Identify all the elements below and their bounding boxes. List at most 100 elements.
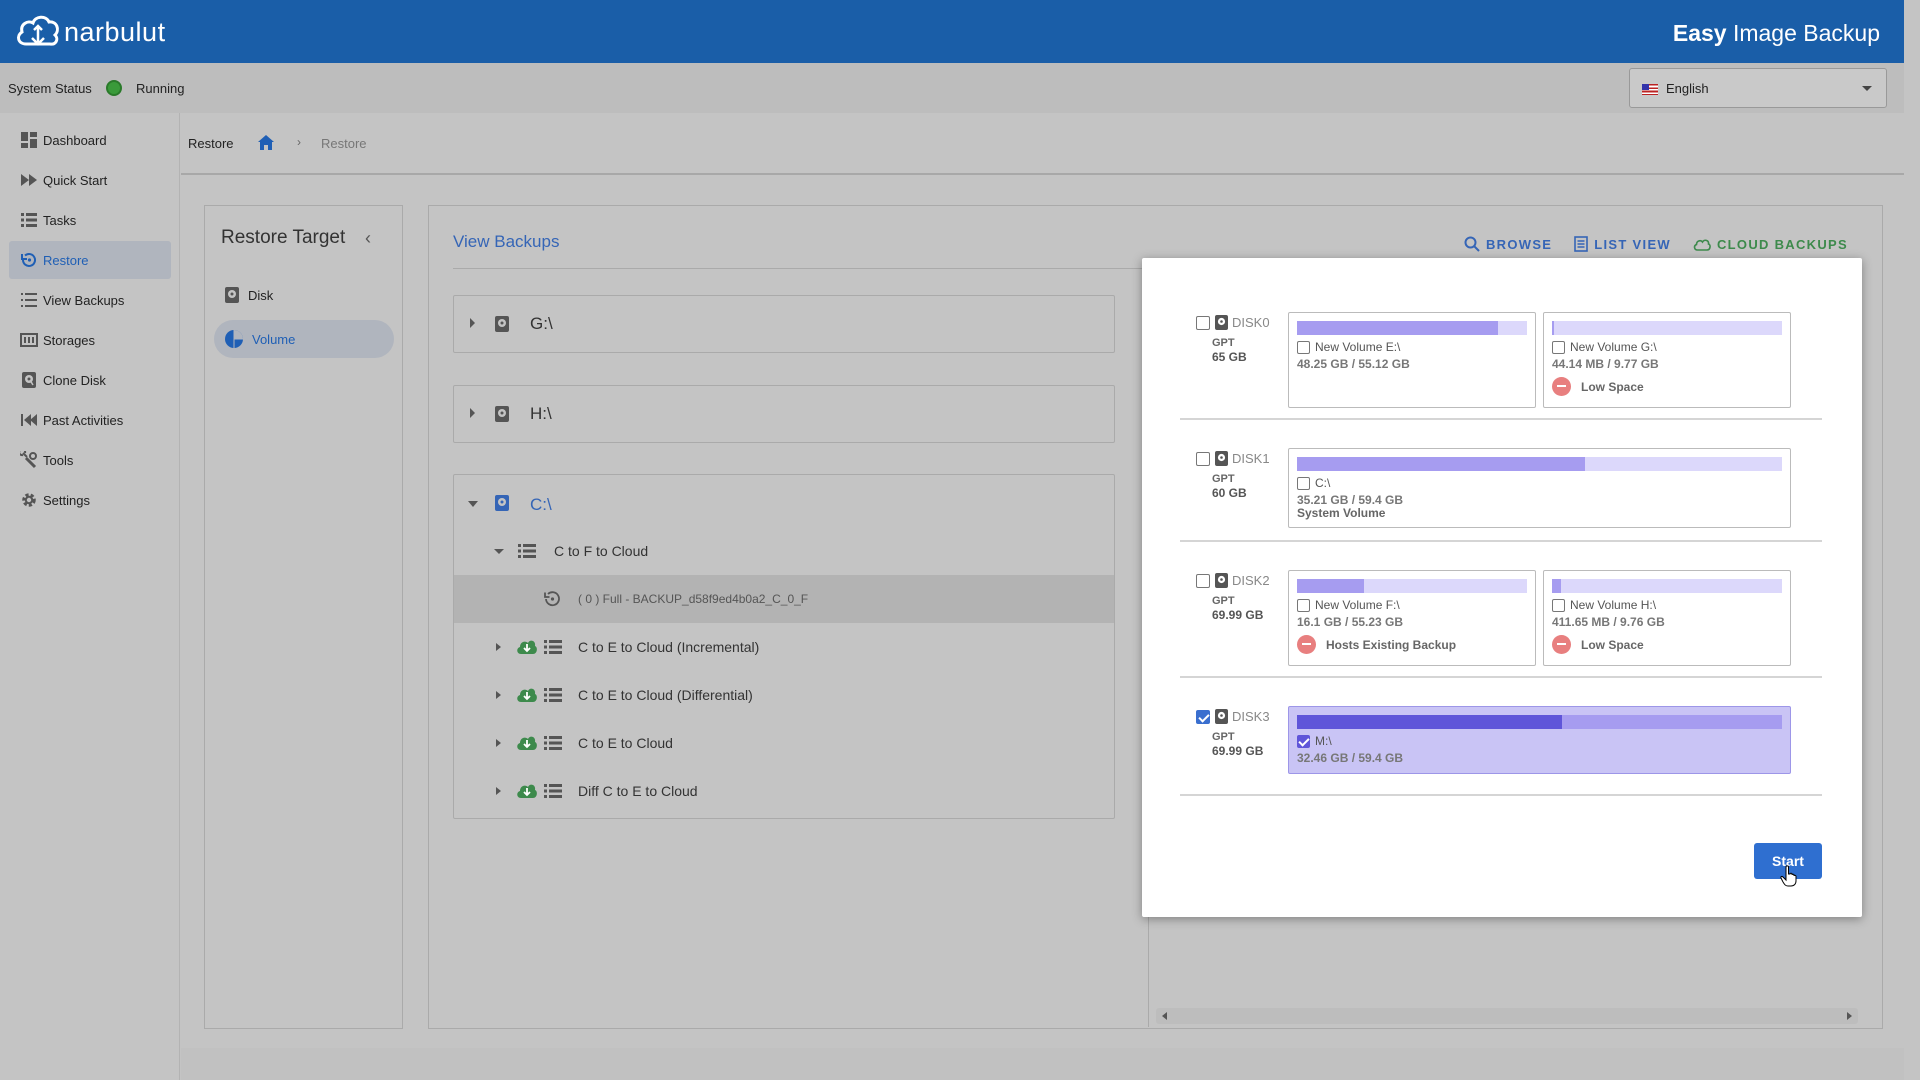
disk-size: 65 GB: [1212, 350, 1247, 364]
restore-icon: [19, 250, 39, 270]
backup-task-row[interactable]: C to E to Cloud (Incremental): [454, 623, 1114, 671]
backup-item-label: ( 0 ) Full - BACKUP_d58f9ed4b0a2_C_0_F: [578, 592, 809, 606]
sidebar-item-view-backups[interactable]: View Backups: [9, 281, 171, 319]
volume-name: H:\: [530, 404, 552, 423]
scroll-left-icon[interactable]: [1162, 1012, 1167, 1020]
sidebar-item-clone-disk[interactable]: Clone Disk: [9, 361, 171, 399]
backup-task-label: C to E to Cloud: [578, 735, 673, 751]
partition-card[interactable]: C:\ 35.21 GB / 59.4 GB System Volume: [1288, 448, 1791, 528]
partition-checkbox[interactable]: [1297, 735, 1310, 748]
app-header: narbulut Easy Image Backup: [0, 0, 1904, 63]
volume-row-g[interactable]: G:\: [453, 295, 1115, 353]
disk-icon: [1214, 572, 1229, 594]
expand-caret-icon[interactable]: [496, 643, 501, 651]
restore-target-volume[interactable]: Volume: [214, 320, 394, 358]
disk-checkbox[interactable]: [1196, 574, 1210, 588]
list-icon: [19, 290, 39, 310]
disk-checkbox[interactable]: [1196, 710, 1210, 724]
cloud-backups-button[interactable]: CLOUD BACKUPS: [1693, 236, 1848, 252]
backup-task-row[interactable]: C to E to Cloud (Differential): [454, 671, 1114, 719]
language-value: English: [1666, 81, 1709, 96]
partition-checkbox[interactable]: [1297, 341, 1310, 354]
disk-checkbox[interactable]: [1196, 452, 1210, 466]
list-icon: [19, 210, 39, 230]
sidebar-item-label: Storages: [43, 332, 96, 348]
backup-group-label: C to F to Cloud: [554, 543, 649, 559]
sidebar-item-storages[interactable]: Storages: [9, 321, 171, 359]
volume-row-c: C:\ C to F to Cloud ( 0 ) Full - BACKUP_…: [453, 474, 1115, 819]
scroll-right-icon[interactable]: [1847, 1012, 1852, 1020]
browse-button[interactable]: BROWSE: [1464, 236, 1552, 252]
sidebar-item-tools[interactable]: Tools: [9, 441, 171, 479]
usage-bar: [1552, 321, 1782, 335]
partition-card[interactable]: New Volume E:\ 48.25 GB / 55.12 GB: [1288, 312, 1536, 408]
status-indicator: [106, 80, 122, 96]
collapse-chevron-left-icon[interactable]: ‹: [365, 228, 371, 248]
fast-forward-icon: [19, 170, 39, 190]
restore-target-disk[interactable]: Disk: [214, 276, 394, 314]
backup-task-label: Diff C to E to Cloud: [578, 783, 698, 799]
partition-usage: 35.21 GB / 59.4 GB: [1297, 493, 1404, 507]
disk-checkbox[interactable]: [1196, 316, 1210, 330]
language-select[interactable]: English: [1629, 68, 1887, 108]
backup-group-row[interactable]: C to F to Cloud: [454, 527, 1114, 575]
list-icon: [544, 640, 562, 657]
cloud-download-icon: [516, 638, 538, 658]
sidebar-item-label: Settings: [43, 492, 90, 508]
us-flag-icon: [1642, 84, 1658, 95]
horizontal-scrollbar[interactable]: [1156, 1008, 1858, 1024]
disk-name: DISK2: [1232, 573, 1270, 588]
sidebar-item-label: View Backups: [43, 292, 125, 308]
disk-icon: [494, 405, 510, 428]
breadcrumb-separator: ›: [297, 135, 301, 149]
disk-row-disk3: DISK3 GPT 69.99 GB M:\ 32.46 GB / 59.4 G…: [1180, 700, 1822, 796]
collapse-caret-icon[interactable]: [468, 501, 478, 507]
expand-caret-icon[interactable]: [470, 318, 475, 328]
partition-checkbox[interactable]: [1297, 477, 1310, 490]
sidebar-item-restore[interactable]: Restore: [9, 241, 171, 279]
partition-usage: 44.14 MB / 9.77 GB: [1552, 357, 1659, 371]
partition-checkbox[interactable]: [1552, 599, 1565, 612]
cloud-download-icon: [516, 734, 538, 754]
partition-checkbox[interactable]: [1552, 341, 1565, 354]
view-backups-title: View Backups: [453, 232, 560, 251]
sidebar-item-dashboard[interactable]: Dashboard: [9, 121, 171, 159]
disk-icon: [1214, 450, 1229, 472]
backup-task-row[interactable]: Diff C to E to Cloud: [454, 767, 1114, 815]
expand-caret-icon[interactable]: [496, 739, 501, 747]
disk-partition-type: GPT: [1212, 595, 1235, 607]
hand-cursor-icon: [1780, 865, 1798, 892]
disk-icon: [1214, 708, 1229, 730]
sidebar-item-tasks[interactable]: Tasks: [9, 201, 171, 239]
disk-icon: [494, 494, 510, 517]
sidebar-item-quick-start[interactable]: Quick Start: [9, 161, 171, 199]
start-button[interactable]: Start: [1754, 843, 1822, 879]
partition-card[interactable]: New Volume G:\ 44.14 MB / 9.77 GB Low Sp…: [1543, 312, 1791, 408]
backup-task-row[interactable]: C to E to Cloud: [454, 719, 1114, 767]
home-icon[interactable]: [257, 134, 275, 156]
list-view-button[interactable]: LIST VIEW: [1574, 236, 1671, 252]
partition-card[interactable]: New Volume H:\ 411.65 MB / 9.76 GB Low S…: [1543, 570, 1791, 666]
narbulut-logo[interactable]: narbulut: [14, 8, 166, 56]
partition-card[interactable]: New Volume F:\ 16.1 GB / 55.23 GB Hosts …: [1288, 570, 1536, 666]
sidebar-item-settings[interactable]: Settings: [9, 481, 171, 519]
restore-target-title: Restore Target: [221, 227, 346, 248]
backup-item-row[interactable]: ( 0 ) Full - BACKUP_d58f9ed4b0a2_C_0_F: [454, 575, 1114, 623]
collapse-caret-icon[interactable]: [494, 548, 504, 554]
expand-caret-icon[interactable]: [470, 408, 475, 418]
breadcrumb-current: Restore: [321, 136, 367, 151]
usage-bar: [1297, 457, 1782, 471]
expand-caret-icon[interactable]: [496, 691, 501, 699]
partition-name: New Volume H:\: [1570, 598, 1657, 612]
volume-row-h[interactable]: H:\: [453, 385, 1115, 443]
sidebar-item-past-activities[interactable]: Past Activities: [9, 401, 171, 439]
expand-caret-icon[interactable]: [496, 787, 501, 795]
partition-checkbox[interactable]: [1297, 599, 1310, 612]
disk-row-disk1: DISK1 GPT 60 GB C:\ 35.21 GB / 59.4 GB S…: [1180, 442, 1822, 542]
list-icon: [544, 688, 562, 705]
status-bar: System Status Running English: [0, 63, 1904, 113]
partition-name: New Volume F:\: [1315, 598, 1400, 612]
restore-target-panel: Restore Target ‹ Disk Volume: [204, 205, 403, 1029]
title-divider: [453, 268, 1163, 269]
partition-card[interactable]: M:\ 32.46 GB / 59.4 GB: [1288, 706, 1791, 774]
